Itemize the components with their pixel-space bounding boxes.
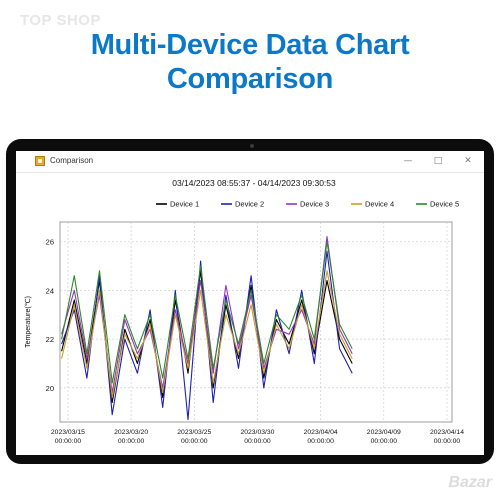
tablet-screen: Comparison — □ ✕ 03/14/2023 08:55:37 - 0… (16, 151, 484, 455)
legend-label-3: Device 3 (300, 200, 329, 209)
minimize-icon[interactable]: — (403, 156, 413, 166)
x-tick-date: 2023/03/20 (114, 429, 148, 436)
legend-label-2: Device 2 (235, 200, 264, 209)
x-tick-date: 2023/04/04 (304, 429, 338, 436)
window-title: Comparison (50, 156, 94, 165)
x-tick-time: 00:00:00 (118, 438, 145, 445)
series-lines (61, 236, 353, 421)
y-tick-label: 22 (46, 335, 54, 344)
series-line-4 (61, 270, 353, 399)
x-tick-time: 00:00:00 (371, 438, 398, 445)
x-tick-date: 2023/03/30 (240, 429, 274, 436)
x-tick-date: 2023/03/15 (51, 429, 85, 436)
close-icon[interactable]: ✕ (464, 156, 472, 166)
app-icon (35, 156, 45, 166)
window-titlebar[interactable]: Comparison — □ ✕ (16, 151, 484, 173)
y-tick-label: 20 (46, 384, 54, 393)
legend-label-5: Device 5 (430, 200, 459, 209)
comparison-chart[interactable]: 03/14/2023 08:55:37 - 04/14/2023 09:30:5… (16, 172, 484, 455)
chart-legend: Device 1 Device 2 Device 3 Device 4 Device 5 (156, 200, 459, 209)
x-tick-time: 00:00:00 (307, 438, 334, 445)
x-tick-time: 00:00:00 (434, 438, 461, 445)
x-tick-time: 00:00:00 (55, 438, 82, 445)
headline-line-1: Multi-Device Data Chart (90, 29, 410, 61)
camera-dot (250, 144, 254, 148)
maximize-icon[interactable]: □ (433, 156, 443, 166)
y-tick-label: 24 (46, 286, 54, 295)
x-tick-date: 2023/03/25 (177, 429, 211, 436)
x-axis-ticks: 2023/03/15 00:00:00 2023/03/20 00:00:00 2023… (51, 429, 464, 445)
series-line-5 (61, 240, 353, 384)
legend-label-1: Device 1 (170, 200, 199, 209)
y-tick-label: 26 (46, 238, 54, 247)
x-tick-date: 2023/04/09 (367, 429, 401, 436)
watermark-text: TOP SHOP (20, 12, 101, 29)
x-tick-time: 00:00:00 (181, 438, 208, 445)
legend-label-4: Device 4 (365, 200, 394, 209)
tablet-frame: Comparison — □ ✕ 03/14/2023 08:55:37 - 0… (6, 139, 494, 464)
chart-title: 03/14/2023 08:55:37 - 04/14/2023 09:30:5… (172, 178, 336, 188)
x-tick-time: 00:00:00 (244, 438, 271, 445)
headline-line-2: Comparison (166, 63, 334, 95)
y-axis-ticks: 20 22 24 26 (46, 238, 54, 393)
watermark-bottom-text: Bazar (448, 474, 492, 491)
page-headline: Multi-Device Data Chart Comparison (0, 28, 500, 96)
y-axis-label: Temperature(℃) (25, 296, 32, 348)
x-tick-date: 2023/04/14 (430, 429, 464, 436)
